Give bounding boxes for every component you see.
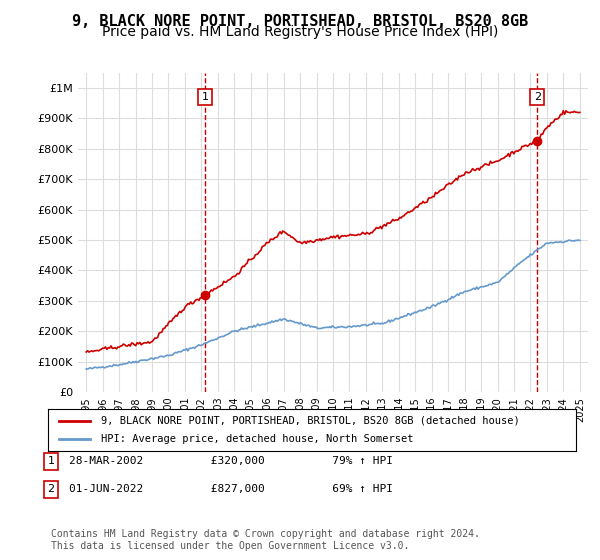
Text: 2: 2: [534, 92, 541, 102]
Text: Price paid vs. HM Land Registry's House Price Index (HPI): Price paid vs. HM Land Registry's House …: [102, 25, 498, 39]
Text: 9, BLACK NORE POINT, PORTISHEAD, BRISTOL, BS20 8GB: 9, BLACK NORE POINT, PORTISHEAD, BRISTOL…: [72, 14, 528, 29]
Text: 2: 2: [47, 484, 55, 494]
Text: 01-JUN-2022          £827,000          69% ↑ HPI: 01-JUN-2022 £827,000 69% ↑ HPI: [69, 484, 393, 494]
Text: 9, BLACK NORE POINT, PORTISHEAD, BRISTOL, BS20 8GB (detached house): 9, BLACK NORE POINT, PORTISHEAD, BRISTOL…: [101, 416, 520, 426]
Text: HPI: Average price, detached house, North Somerset: HPI: Average price, detached house, Nort…: [101, 434, 413, 444]
Text: 1: 1: [47, 456, 55, 466]
Text: Contains HM Land Registry data © Crown copyright and database right 2024.
This d: Contains HM Land Registry data © Crown c…: [51, 529, 480, 551]
Text: 28-MAR-2002          £320,000          79% ↑ HPI: 28-MAR-2002 £320,000 79% ↑ HPI: [69, 456, 393, 466]
Text: 1: 1: [202, 92, 209, 102]
